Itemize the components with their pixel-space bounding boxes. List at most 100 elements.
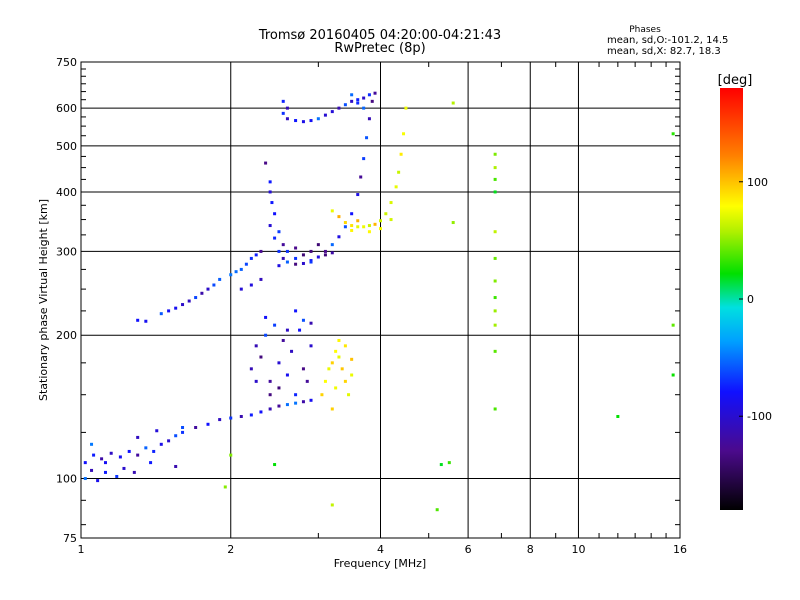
data-point [103,470,107,474]
data-point [316,243,320,247]
data-point [347,393,351,397]
data-point [181,425,185,429]
data-point [493,166,497,170]
data-point [367,93,371,97]
data-point [301,367,305,371]
data-point [493,323,497,327]
data-point [327,367,331,371]
data-point [206,422,210,426]
data-point [493,279,497,283]
data-point [330,110,334,114]
data-point [323,113,327,117]
data-point [273,323,277,327]
data-point [294,393,298,397]
data-point [350,224,354,228]
phase-legend-title: Phases [629,25,661,35]
y-axis-label: Stationary phase Virtual Height [km] [37,199,50,401]
data-point [273,212,277,216]
data-point [330,251,334,255]
data-point [493,177,497,181]
data-point [493,152,497,156]
y-tick-label: 200 [56,329,77,342]
data-point [397,170,401,174]
data-point [493,296,497,300]
data-point [264,333,268,337]
y-tick-label: 500 [56,140,77,153]
data-point [671,132,675,136]
data-point [309,119,313,123]
data-point [362,225,366,229]
y-tick-labels: 75 100 200 300 400 500 600 750 [56,56,77,545]
data-point [356,98,360,102]
data-point [187,299,191,303]
data-point [127,449,131,453]
colorbar-label: [deg] [718,73,753,88]
data-point [439,463,443,467]
data-point [268,407,272,411]
x-tick-label: 8 [527,543,534,556]
colorbar-tick-label: 0 [747,293,754,306]
data-points [83,91,675,512]
data-point [309,249,313,253]
data-point [337,338,341,342]
data-point [285,373,289,377]
data-point [350,99,354,103]
data-point [290,349,294,353]
data-point [268,379,272,383]
data-point [194,296,198,300]
data-point [223,485,227,489]
data-point [305,379,309,383]
data-point [350,93,354,97]
data-point [294,309,298,313]
data-point [309,260,313,264]
data-point [316,255,320,259]
x-axis-label: Frequency [MHz] [334,557,426,570]
data-point [301,261,305,265]
data-point [301,253,305,257]
data-point [239,287,243,291]
data-point [316,117,320,121]
data-point [285,117,289,121]
data-point [249,367,253,371]
data-point [359,175,363,179]
data-point [249,283,253,287]
data-point [493,190,497,194]
data-point [671,323,675,327]
data-point [285,260,289,264]
data-point [616,414,620,418]
data-point [389,201,393,205]
data-point [277,249,281,253]
x-tick-label: 1 [78,543,85,556]
data-point [174,306,178,310]
data-point [298,328,302,332]
data-point [285,328,289,332]
data-point [218,418,222,422]
y-tick-label: 750 [56,56,77,69]
data-point [451,221,455,225]
data-point [356,225,360,229]
data-point [92,453,96,457]
colorbar-ticks: 100 0 -100 [739,176,772,423]
x-tick-label: 4 [377,543,384,556]
data-point [115,474,119,478]
data-point [493,407,497,411]
data-point [90,468,94,472]
data-point [294,119,298,123]
data-point [152,449,156,453]
data-point [281,256,285,260]
data-point [194,425,198,429]
data-point [334,349,338,353]
data-point [249,256,253,260]
plot-frame [80,61,681,539]
data-point [132,470,136,474]
data-point [229,416,233,420]
data-point [212,283,216,287]
x-tick-label: 6 [465,543,472,556]
data-point [384,212,388,216]
data-point [340,367,344,371]
data-point [402,132,406,136]
data-point [254,253,258,257]
data-point [122,466,126,470]
data-point [264,315,268,319]
x-tick-label: 16 [673,543,687,556]
